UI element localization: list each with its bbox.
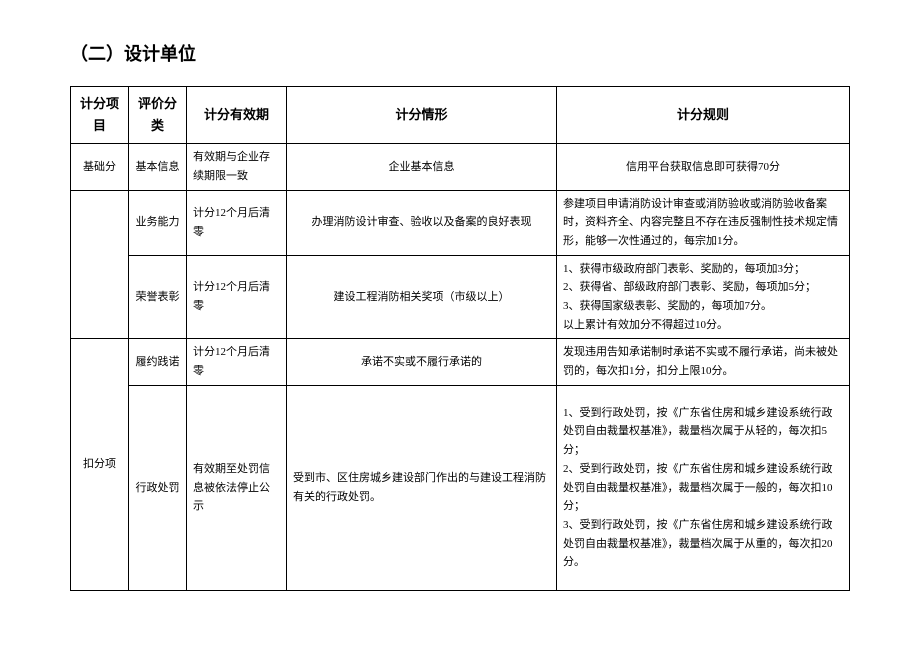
- cell-ability-case: 办理消防设计审查、验收以及备案的良好表现: [287, 190, 557, 255]
- scoring-table: 计分项目 评价分类 计分有效期 计分情形 计分规则 基础分 基本信息 有效期与企…: [70, 86, 850, 591]
- cell-base-rule: 信用平台获取信息即可获得70分: [557, 144, 850, 190]
- cell-bonus-project: [71, 190, 129, 339]
- header-category: 评价分类: [129, 87, 187, 144]
- cell-ability-validity: 计分12个月后清零: [187, 190, 287, 255]
- cell-base-validity: 有效期与企业存续期限一致: [187, 144, 287, 190]
- cell-honor-validity: 计分12个月后清零: [187, 255, 287, 339]
- header-validity: 计分有效期: [187, 87, 287, 144]
- cell-base-category: 基本信息: [129, 144, 187, 190]
- cell-penalty-category: 行政处罚: [129, 385, 187, 590]
- cell-promise-case: 承诺不实或不履行承诺的: [287, 339, 557, 385]
- cell-ability-rule: 参建项目申请消防设计审查或消防验收或消防验收备案时，资料齐全、内容完整且不存在违…: [557, 190, 850, 255]
- table-row: 业务能力 计分12个月后清零 办理消防设计审查、验收以及备案的良好表现 参建项目…: [71, 190, 850, 255]
- cell-promise-category: 履约践诺: [129, 339, 187, 385]
- cell-base-case: 企业基本信息: [287, 144, 557, 190]
- cell-penalty-validity: 有效期至处罚信息被依法停止公示: [187, 385, 287, 590]
- cell-promise-rule: 发现违用告知承诺制时承诺不实或不履行承诺，尚未被处罚的，每次扣1分，扣分上限10…: [557, 339, 850, 385]
- header-case: 计分情形: [287, 87, 557, 144]
- header-rule: 计分规则: [557, 87, 850, 144]
- cell-deduct-project: 扣分项: [71, 339, 129, 591]
- table-row: 行政处罚 有效期至处罚信息被依法停止公示 受到市、区住房城乡建设部门作出的与建设…: [71, 385, 850, 590]
- table-header-row: 计分项目 评价分类 计分有效期 计分情形 计分规则: [71, 87, 850, 144]
- cell-base-project: 基础分: [71, 144, 129, 190]
- header-project: 计分项目: [71, 87, 129, 144]
- cell-honor-case: 建设工程消防相关奖项（市级以上）: [287, 255, 557, 339]
- section-title: （二）设计单位: [70, 40, 850, 66]
- cell-penalty-case: 受到市、区住房城乡建设部门作出的与建设工程消防有关的行政处罚。: [287, 385, 557, 590]
- cell-honor-category: 荣誉表彰: [129, 255, 187, 339]
- cell-promise-validity: 计分12个月后清零: [187, 339, 287, 385]
- cell-ability-category: 业务能力: [129, 190, 187, 255]
- table-row: 基础分 基本信息 有效期与企业存续期限一致 企业基本信息 信用平台获取信息即可获…: [71, 144, 850, 190]
- table-row: 荣誉表彰 计分12个月后清零 建设工程消防相关奖项（市级以上） 1、获得市级政府…: [71, 255, 850, 339]
- cell-honor-rule: 1、获得市级政府部门表彰、奖励的，每项加3分； 2、获得省、部级政府部门表彰、奖…: [557, 255, 850, 339]
- table-row: 扣分项 履约践诺 计分12个月后清零 承诺不实或不履行承诺的 发现违用告知承诺制…: [71, 339, 850, 385]
- cell-penalty-rule: 1、受到行政处罚，按《广东省住房和城乡建设系统行政处罚自由裁量权基准》，裁量档次…: [557, 385, 850, 590]
